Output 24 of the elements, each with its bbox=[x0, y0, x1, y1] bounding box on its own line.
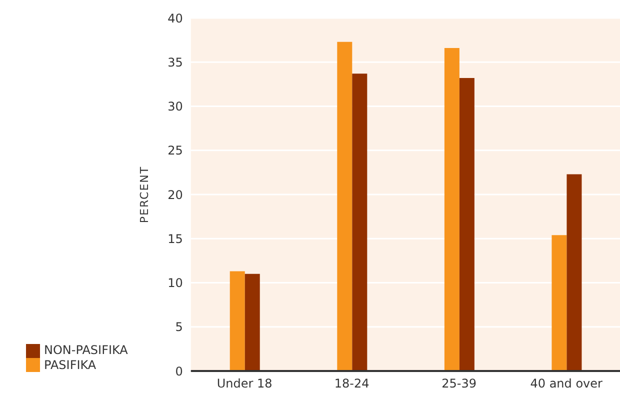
y-axis-title: PERCENT bbox=[138, 166, 151, 224]
legend-label: NON-PASIFIKA bbox=[44, 343, 128, 357]
bar bbox=[337, 42, 352, 371]
bar bbox=[244, 274, 260, 371]
bar bbox=[459, 78, 474, 371]
bar bbox=[566, 174, 582, 371]
x-tick-label: 18-24 bbox=[334, 376, 370, 391]
x-tick-label: 25-39 bbox=[442, 376, 477, 391]
y-tick-label: 10 bbox=[168, 276, 183, 290]
y-tick-label: 15 bbox=[168, 232, 183, 246]
y-tick-label: 25 bbox=[168, 144, 183, 158]
y-tick-label: 0 bbox=[175, 364, 183, 378]
bar bbox=[552, 235, 567, 371]
y-tick-label: 30 bbox=[168, 100, 183, 114]
x-tick-label: Under 18 bbox=[216, 376, 272, 391]
bar bbox=[444, 48, 460, 371]
bar bbox=[230, 271, 245, 371]
bar bbox=[352, 74, 368, 371]
y-tick-label: 35 bbox=[168, 55, 183, 70]
y-tick-label: 40 bbox=[168, 11, 183, 26]
y-tick-label: 5 bbox=[175, 320, 183, 334]
x-tick-label: 40 and over bbox=[530, 376, 603, 391]
y-tick-label: 20 bbox=[168, 188, 183, 202]
legend-label: PASIFIKA bbox=[44, 358, 96, 372]
